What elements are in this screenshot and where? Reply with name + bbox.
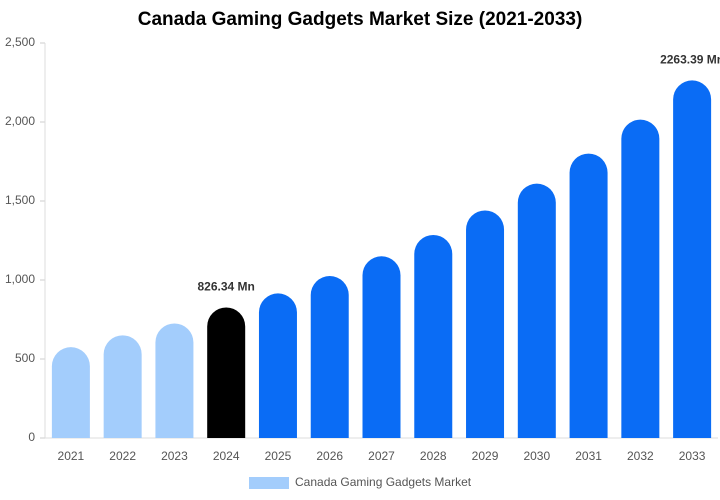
y-tick-label: 0 bbox=[28, 430, 35, 444]
bar bbox=[621, 119, 660, 438]
bar bbox=[207, 307, 246, 438]
y-tick-label: 2,500 bbox=[5, 35, 35, 49]
x-tick-label: 2028 bbox=[420, 449, 447, 463]
x-tick-label: 2030 bbox=[523, 449, 550, 463]
x-tick-label: 2031 bbox=[575, 449, 602, 463]
y-tick-label: 1,500 bbox=[5, 193, 35, 207]
x-tick-label: 2033 bbox=[679, 449, 706, 463]
bar bbox=[155, 323, 194, 438]
x-tick-label: 2032 bbox=[627, 449, 654, 463]
bar bbox=[362, 256, 401, 438]
legend-swatch bbox=[249, 477, 289, 489]
y-tick-label: 1,000 bbox=[5, 272, 35, 286]
x-tick-label: 2024 bbox=[213, 449, 240, 463]
value-label: 2263.39 Mn bbox=[660, 53, 720, 67]
bar bbox=[310, 276, 349, 438]
bar bbox=[414, 234, 453, 438]
x-tick-label: 2023 bbox=[161, 449, 188, 463]
x-tick-label: 2021 bbox=[58, 449, 85, 463]
x-tick-label: 2026 bbox=[316, 449, 343, 463]
bar bbox=[569, 153, 608, 438]
x-tick-label: 2027 bbox=[368, 449, 395, 463]
chart-title: Canada Gaming Gadgets Market Size (2021-… bbox=[138, 9, 583, 30]
y-tick-label: 2,000 bbox=[5, 114, 35, 128]
bar bbox=[466, 210, 505, 438]
y-tick-label: 500 bbox=[15, 351, 35, 365]
bar bbox=[517, 183, 556, 438]
x-tick-label: 2025 bbox=[265, 449, 292, 463]
x-tick-label: 2022 bbox=[109, 449, 136, 463]
x-tick-label: 2029 bbox=[472, 449, 499, 463]
legend-label: Canada Gaming Gadgets Market bbox=[295, 475, 472, 489]
bar bbox=[673, 80, 712, 439]
bar bbox=[258, 293, 297, 438]
value-label: 826.34 Mn bbox=[198, 280, 255, 294]
bar bbox=[103, 335, 142, 438]
bar bbox=[51, 347, 90, 438]
